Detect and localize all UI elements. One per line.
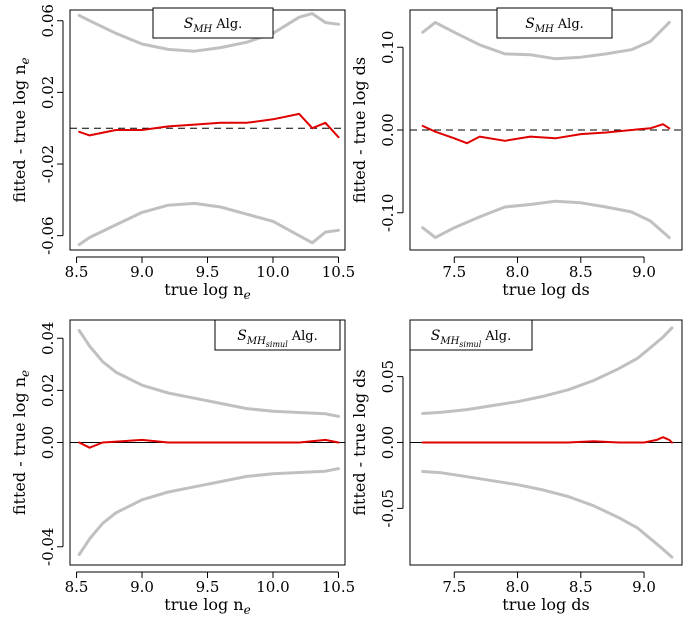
y-tick-label: -0.10 (379, 194, 397, 232)
series-line-band-3 (77, 201, 340, 247)
legend-entry: SMH Alg. (525, 16, 584, 35)
x-tick-label: 10.5 (322, 578, 355, 596)
x-tick-label: 8.5 (569, 263, 593, 281)
series-line-band-1 (77, 328, 340, 418)
y-axis-title: fitted - true log ne (10, 57, 32, 202)
x-tick-label: 7.5 (442, 578, 466, 596)
y-axis-title: fitted - true log ne (10, 370, 32, 515)
legend: SMH Alg. (152, 7, 274, 39)
x-axis-title: true log ne (164, 280, 250, 302)
x-tick-label: 8.0 (506, 578, 530, 596)
series-line-fit-2 (78, 438, 340, 449)
y-tick-label: 0.00 (379, 113, 397, 146)
series-line-band-1 (421, 20, 671, 61)
y-tick-label: 0.06 (39, 4, 57, 37)
x-tick-label: 8.5 (569, 578, 593, 596)
y-tick-label: -0.02 (39, 145, 57, 183)
y-tick-label: 0.00 (39, 426, 57, 459)
x-tick-label: 9.0 (130, 263, 154, 281)
y-tick-label: 0.10 (379, 31, 397, 64)
legend-entry: SMH Alg. (184, 16, 243, 35)
series-line-fit-2 (421, 436, 673, 444)
x-tick-label: 9.0 (632, 578, 656, 596)
x-axis-title: true log ne (164, 595, 250, 617)
x-axis-title: true log ds (502, 280, 589, 299)
y-tick-label: 0.05 (379, 360, 397, 393)
plot-frame (409, 319, 683, 566)
x-tick-label: 10.0 (256, 578, 289, 596)
x-tick-label: 8.0 (506, 263, 530, 281)
chart-panel-3: 8.5 9.0 9.5 10.0 10.5 -0.04 0.00 0.02 0.04 true l… (10, 319, 355, 617)
legend-box (409, 319, 533, 351)
x-tick-label: 7.5 (442, 263, 466, 281)
legend-entry: SMHsimulAlg. (237, 328, 318, 349)
series-line-band-3 (421, 199, 671, 240)
y-axis-title: fitted - true log ds (350, 369, 369, 515)
x-tick-label: 9.5 (196, 578, 220, 596)
chart-panel-1: 8.5 9.0 9.5 10.0 10.5 -0.06 -0.02 0.02 0.06 true … (10, 4, 355, 302)
x-tick-label: 8.5 (65, 578, 89, 596)
y-tick-label: 0.02 (39, 374, 57, 407)
y-axis-title: fitted - true log ds (350, 57, 369, 203)
plot-frame (69, 319, 346, 566)
x-tick-label: 10.5 (322, 263, 355, 281)
legend-box (214, 319, 341, 351)
series-line-fit-2 (421, 123, 671, 145)
legend: SMH Alg. (496, 7, 613, 39)
series-line-band-3 (421, 470, 674, 559)
x-tick-label: 8.5 (65, 263, 89, 281)
x-axis-title: true log ds (502, 595, 589, 614)
series-line-band-1 (77, 12, 340, 53)
chart-panel-4: 7.5 8.0 8.5 9.0 -0.05 0.00 0.05 true log ds fitt… (350, 319, 683, 614)
x-tick-label: 10.0 (256, 263, 289, 281)
series-line-band-1 (421, 326, 674, 415)
x-tick-label: 9.0 (632, 263, 656, 281)
y-tick-label: -0.05 (379, 489, 397, 527)
y-tick-label: 0.04 (39, 322, 57, 355)
y-tick-label: 0.02 (39, 76, 57, 109)
legend-entry: SMHsimulAlg. (431, 328, 512, 349)
x-tick-label: 9.5 (196, 263, 220, 281)
legend: SMHsimulAlg. (409, 319, 533, 351)
legend-box (152, 7, 274, 39)
legend-box (496, 7, 613, 39)
y-tick-label: -0.06 (39, 216, 57, 254)
series-line-fit-2 (78, 112, 340, 139)
legend: SMHsimulAlg. (214, 319, 341, 351)
x-tick-label: 9.0 (130, 578, 154, 596)
series-line-band-3 (77, 467, 340, 557)
y-tick-label: -0.04 (39, 528, 57, 566)
chart-panel-2: 7.5 8.0 8.5 9.0 -0.10 0.00 0.10 true log ds fitt… (350, 7, 683, 299)
y-tick-label: 0.00 (379, 426, 397, 459)
